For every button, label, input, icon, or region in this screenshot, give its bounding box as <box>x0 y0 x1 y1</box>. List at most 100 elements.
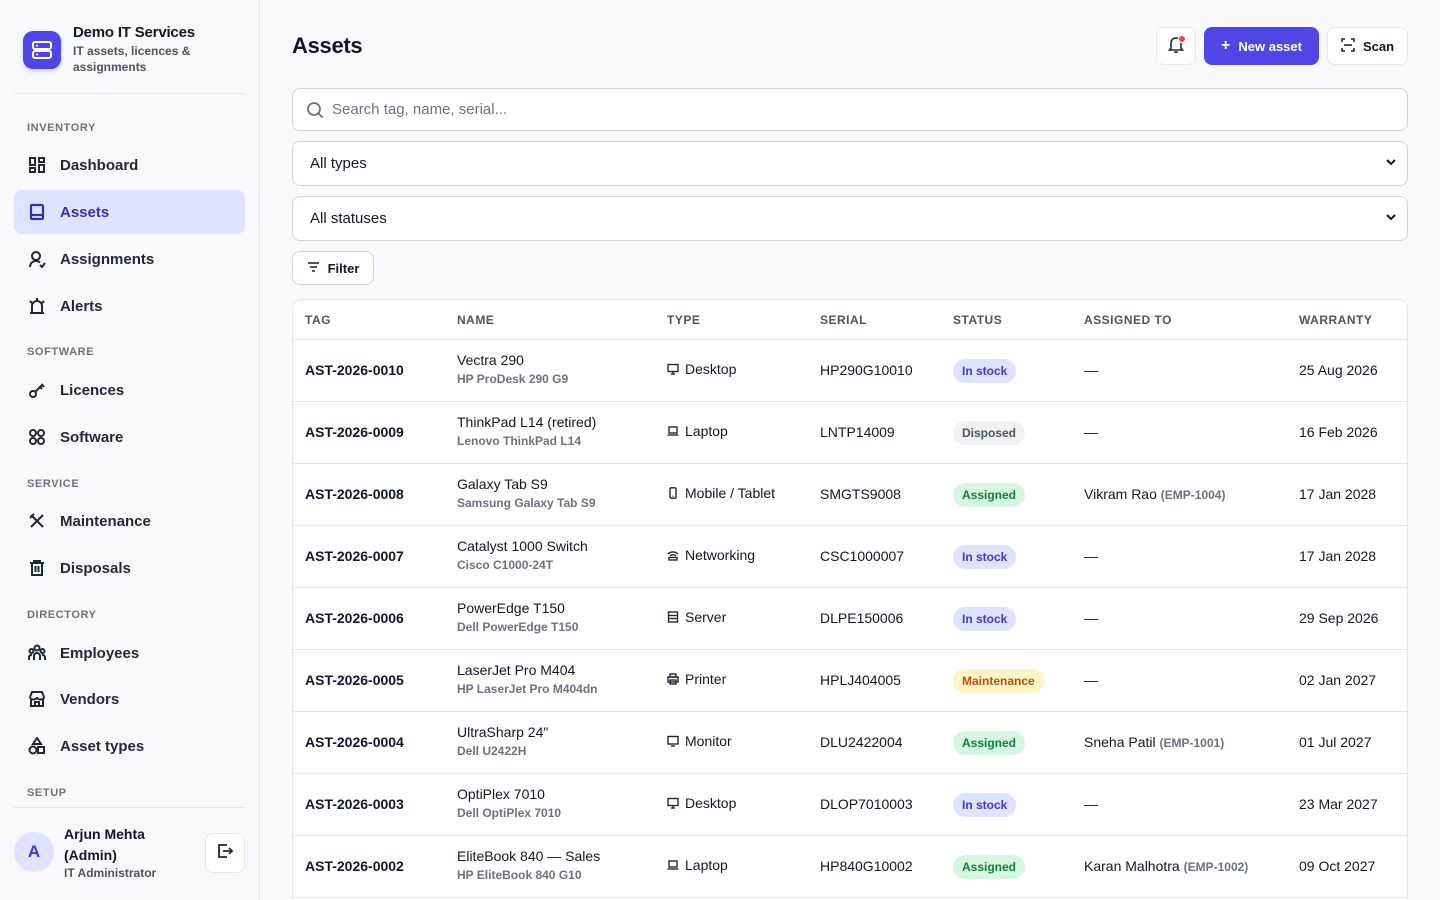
nav-maintenance[interactable]: Maintenance <box>14 499 245 543</box>
nav-employees[interactable]: Employees <box>14 631 245 675</box>
status-badge: Assigned <box>953 483 1026 507</box>
nav-alerts[interactable]: Alerts <box>14 284 245 328</box>
table-row[interactable]: AST-2026-0005 LaserJet Pro M404 HP LaserJe… <box>293 650 1407 712</box>
nav-assets[interactable]: Assets <box>14 190 245 234</box>
asset-model: Cisco C1000-24T <box>457 558 554 572</box>
col-type[interactable]: TYPE <box>667 313 701 327</box>
employees-icon <box>28 644 46 662</box>
scan-icon <box>1341 37 1355 55</box>
asset-model: Dell OptiPlex 7010 <box>457 806 562 820</box>
asset-type: Laptop <box>667 423 728 439</box>
col-serial[interactable]: SERIAL <box>820 313 868 327</box>
asset-type-label: Laptop <box>685 857 728 873</box>
nav-label: Asset types <box>60 737 145 755</box>
table-row[interactable]: AST-2026-0008 Galaxy Tab S9 Samsung Galaxy… <box>293 464 1407 526</box>
assigned-to: — <box>1084 672 1098 688</box>
asset-name: Vectra 290 <box>457 352 524 368</box>
asset-type: Networking <box>667 547 755 563</box>
asset-type-label: Printer <box>685 671 727 687</box>
col-tag[interactable]: TAG <box>305 313 331 327</box>
nav-label: Assets <box>60 203 110 221</box>
nav-disposals[interactable]: Disposals <box>14 546 245 590</box>
page-title: Assets <box>292 33 363 58</box>
assigned-to: — <box>1084 610 1098 626</box>
nav-label: Maintenance <box>60 512 151 530</box>
asset-serial: HP290G10010 <box>820 362 913 378</box>
assignments-icon <box>28 250 46 268</box>
asset-model: Samsung Galaxy Tab S9 <box>457 496 596 510</box>
desktop-icon <box>667 797 679 809</box>
scan-label: Scan <box>1362 38 1395 54</box>
filter-label: Filter <box>327 260 360 276</box>
laptop-icon <box>667 859 679 871</box>
asset-name: LaserJet Pro M404 <box>457 662 576 678</box>
filter-button[interactable]: Filter <box>292 251 374 285</box>
nav-asset-types[interactable]: Asset types <box>14 724 245 768</box>
assignee-name: — <box>1084 610 1098 626</box>
warranty-date: 02 Jan 2027 <box>1299 672 1377 688</box>
table-row[interactable]: AST-2026-0010 Vectra 290 HP ProDesk 290 G9… <box>293 340 1407 402</box>
scan-button[interactable]: Scan <box>1327 27 1408 65</box>
nav-vendors[interactable]: Vendors <box>14 677 245 721</box>
asset-type: Server <box>667 609 726 625</box>
asset-tag: AST-2026-0009 <box>305 424 404 440</box>
col-assigned-to[interactable]: ASSIGNED TO <box>1084 313 1172 327</box>
user-role: IT Administrator <box>64 866 157 880</box>
status-badge: Assigned <box>953 855 1026 879</box>
brand-title: Demo IT Services <box>73 24 195 41</box>
asset-tag: AST-2026-0002 <box>305 858 404 874</box>
type-select[interactable]: All types <box>292 141 1408 186</box>
assignee-name: — <box>1084 672 1098 688</box>
asset-type: Monitor <box>667 733 732 749</box>
asset-type-label: Server <box>685 609 727 625</box>
col-name[interactable]: NAME <box>457 313 495 327</box>
col-warranty[interactable]: WARRANTY <box>1299 313 1373 327</box>
table-row[interactable]: AST-2026-0007 Catalyst 1000 Switch Cisco C… <box>293 526 1407 588</box>
nav-dashboard[interactable]: Dashboard <box>14 143 245 187</box>
table-row[interactable]: AST-2026-0009 ThinkPad L14 (retired) Lenov… <box>293 402 1407 464</box>
wifi-icon <box>667 549 679 561</box>
logout-icon <box>216 842 234 865</box>
new-asset-button[interactable]: + New asset <box>1204 27 1319 65</box>
notifications-button[interactable] <box>1156 27 1196 65</box>
asset-name: PowerEdge T150 <box>457 600 565 616</box>
laptop-icon <box>667 425 679 437</box>
key-icon <box>28 381 46 399</box>
nav-licences[interactable]: Licences <box>14 368 245 412</box>
plus-icon: + <box>1221 37 1231 54</box>
asset-serial: DLU2422004 <box>820 734 903 750</box>
asset-name: EliteBook 840 — Sales <box>457 848 601 864</box>
assigned-to: — <box>1084 548 1098 564</box>
logout-button[interactable] <box>205 833 245 873</box>
asset-model: HP LaserJet Pro M404dn <box>457 682 598 696</box>
nav-software[interactable]: Software <box>14 415 245 459</box>
asset-type: Desktop <box>667 795 736 811</box>
section-software: SOFTWARE <box>27 346 95 358</box>
asset-serial: DLPE150006 <box>820 610 904 626</box>
col-status[interactable]: STATUS <box>953 313 1003 327</box>
status-select[interactable]: All statuses <box>292 196 1408 241</box>
assignee-name: — <box>1084 424 1098 440</box>
nav-label: Vendors <box>60 690 120 708</box>
asset-type-label: Laptop <box>685 423 728 439</box>
alerts-icon <box>28 297 46 315</box>
employee-id: (EMP-1001) <box>1159 736 1225 750</box>
table-row[interactable]: AST-2026-0004 UltraSharp 24" Dell U2422H Mo… <box>293 712 1407 774</box>
asset-tag: AST-2026-0007 <box>305 548 404 564</box>
table-row[interactable]: AST-2026-0002 EliteBook 840 — Sales HP Eli… <box>293 836 1407 898</box>
assigned-to: — <box>1084 796 1098 812</box>
table-row[interactable]: AST-2026-0006 PowerEdge T150 Dell PowerEdg… <box>293 588 1407 650</box>
assignee-name: Sneha Patil <box>1084 734 1156 750</box>
status-select-value: All statuses <box>310 210 387 227</box>
nav-label: Disposals <box>60 559 131 577</box>
search-input[interactable] <box>332 101 1332 118</box>
assets-icon <box>28 203 46 221</box>
warranty-date: 01 Jul 2027 <box>1299 734 1372 750</box>
nav-assignments[interactable]: Assignments <box>14 237 245 281</box>
asset-serial: DLOP7010003 <box>820 796 913 812</box>
asset-model: Dell U2422H <box>457 744 527 758</box>
search-box <box>292 88 1408 131</box>
table-row[interactable]: AST-2026-0003 OptiPlex 7010 Dell OptiPlex … <box>293 774 1407 836</box>
asset-name: Galaxy Tab S9 <box>457 476 548 492</box>
nav-label: Dashboard <box>60 156 139 174</box>
